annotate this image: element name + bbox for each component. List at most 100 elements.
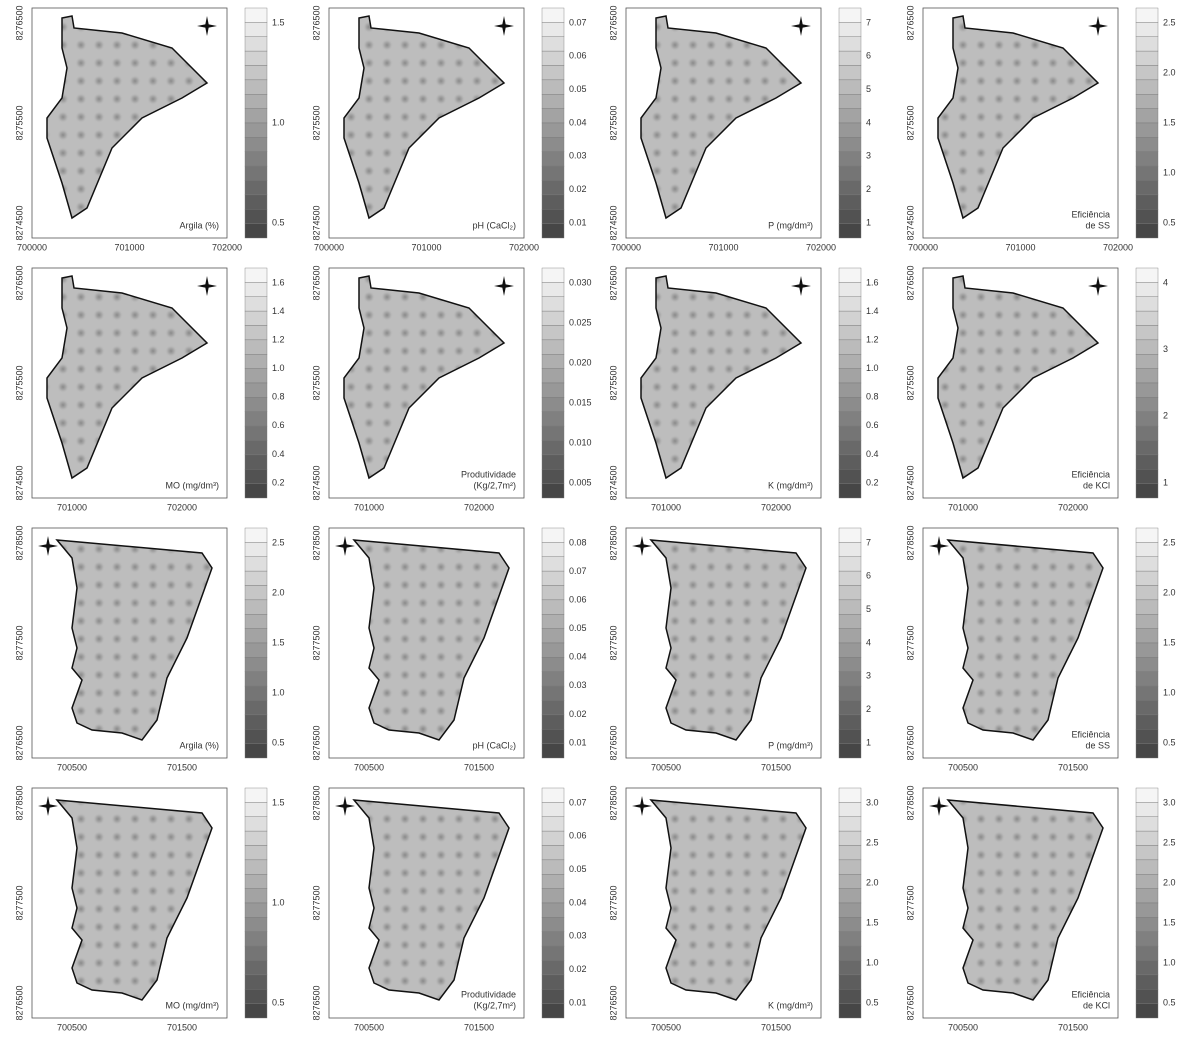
x-tick-label: 701500 [464, 762, 494, 772]
colorbar-step [245, 441, 267, 455]
x-tick-label: 700000 [17, 242, 47, 252]
colorbar-label: 0.5 [1163, 217, 1176, 227]
colorbar-step [1136, 51, 1158, 65]
colorbar-label: 0.010 [569, 437, 592, 447]
colorbar-step [542, 831, 564, 845]
colorbar-step [839, 369, 861, 383]
colorbar-step [1136, 412, 1158, 426]
x-tick-label: 701000 [708, 242, 738, 252]
colorbar-label: 2 [866, 184, 871, 194]
colorbar-step [1136, 397, 1158, 411]
colorbar-label: 7 [866, 17, 871, 27]
map-panel: Produtividade(Kg/2,7m²)82765008277500827… [311, 785, 586, 1032]
colorbar-step [245, 469, 267, 483]
y-tick-label: 8275500 [608, 365, 618, 400]
colorbar-label: 3.0 [866, 797, 879, 807]
colorbar-step [245, 788, 267, 802]
variable-label: de SS [1085, 740, 1110, 750]
x-tick-label: 701500 [1058, 762, 1088, 772]
colorbar-step [839, 340, 861, 354]
colorbar-step [245, 542, 267, 556]
colorbar-step [1136, 311, 1158, 325]
colorbar-label: 1.0 [1163, 957, 1176, 967]
y-tick-label: 8274500 [905, 465, 915, 500]
variable-label: Eficiência [1071, 469, 1110, 479]
colorbar-step [839, 889, 861, 903]
colorbar-label: 0.2 [866, 477, 879, 487]
y-tick-label: 8278500 [608, 785, 618, 820]
x-tick-label: 701000 [1005, 242, 1035, 252]
colorbar-step [245, 8, 267, 22]
colorbar-step [542, 643, 564, 657]
colorbar-label: 2.5 [866, 837, 879, 847]
colorbar-step [839, 975, 861, 989]
colorbar-label: 1.5 [272, 17, 285, 27]
colorbar-step [245, 282, 267, 296]
colorbar-step [1136, 542, 1158, 556]
colorbar-label: 0.6 [866, 420, 879, 430]
variable-label: Eficiência [1071, 729, 1110, 739]
colorbar-label: 0.015 [569, 397, 592, 407]
colorbar-label: 0.4 [272, 449, 285, 459]
colorbar-label: 0.5 [866, 997, 879, 1007]
colorbar-step [542, 369, 564, 383]
colorbar-step [542, 788, 564, 802]
colorbar-step [245, 37, 267, 51]
y-tick-label: 8274500 [311, 205, 321, 240]
y-tick-label: 8276500 [608, 725, 618, 760]
colorbar-label: 0.05 [569, 864, 587, 874]
colorbar-step [839, 94, 861, 108]
colorbar-step [839, 729, 861, 743]
colorbar-step [542, 715, 564, 729]
colorbar-step [542, 80, 564, 94]
colorbar-step [1136, 889, 1158, 903]
page: Argila (%)827450082755008276500700000701… [0, 0, 1190, 1041]
y-tick-label: 8278500 [905, 785, 915, 820]
variable-label: pH (CaCl₂) [473, 740, 517, 750]
colorbar-step [542, 51, 564, 65]
colorbar-label: 1.6 [272, 277, 285, 287]
colorbar-step [839, 181, 861, 195]
colorbar-step [839, 109, 861, 123]
variable-label: Eficiência [1071, 209, 1110, 219]
x-tick-label: 701000 [354, 502, 384, 512]
y-tick-label: 8276500 [311, 985, 321, 1020]
colorbar-step [839, 297, 861, 311]
y-tick-label: 8276500 [14, 5, 24, 40]
colorbar-step [245, 715, 267, 729]
x-tick-label: 701000 [411, 242, 441, 252]
colorbar-step [839, 51, 861, 65]
colorbar-step [1136, 37, 1158, 51]
colorbar-label: 2.0 [272, 587, 285, 597]
variable-label: de SS [1085, 220, 1110, 230]
colorbar-step [245, 917, 267, 931]
colorbar-label: 1.0 [272, 687, 285, 697]
colorbar-step [542, 629, 564, 643]
map-panel: Eficiênciade KCl827450082755008276500701… [905, 265, 1168, 512]
colorbar-step [1136, 166, 1158, 180]
colorbar-step [542, 586, 564, 600]
map-panel: MO (mg/dm³)82745008275500827650070100070… [14, 265, 284, 512]
colorbar-step [839, 137, 861, 151]
colorbar-step [839, 209, 861, 223]
colorbar-step [839, 932, 861, 946]
colorbar-step [542, 484, 564, 498]
colorbar-step [839, 831, 861, 845]
colorbar-step [1136, 715, 1158, 729]
colorbar-label: 0.005 [569, 477, 592, 487]
x-tick-label: 700000 [908, 242, 938, 252]
colorbar-label: 0.07 [569, 566, 587, 576]
colorbar-step [245, 903, 267, 917]
colorbar-step [1136, 917, 1158, 931]
colorbar-step [1136, 282, 1158, 296]
colorbar-step [245, 932, 267, 946]
colorbar-step [245, 831, 267, 845]
colorbar-label: 1.0 [866, 363, 879, 373]
colorbar-step [542, 802, 564, 816]
colorbar-step [839, 354, 861, 368]
colorbar-step [245, 686, 267, 700]
colorbar-label: 0.03 [569, 931, 587, 941]
colorbar-label: 0.5 [272, 997, 285, 1007]
colorbar-step [245, 455, 267, 469]
